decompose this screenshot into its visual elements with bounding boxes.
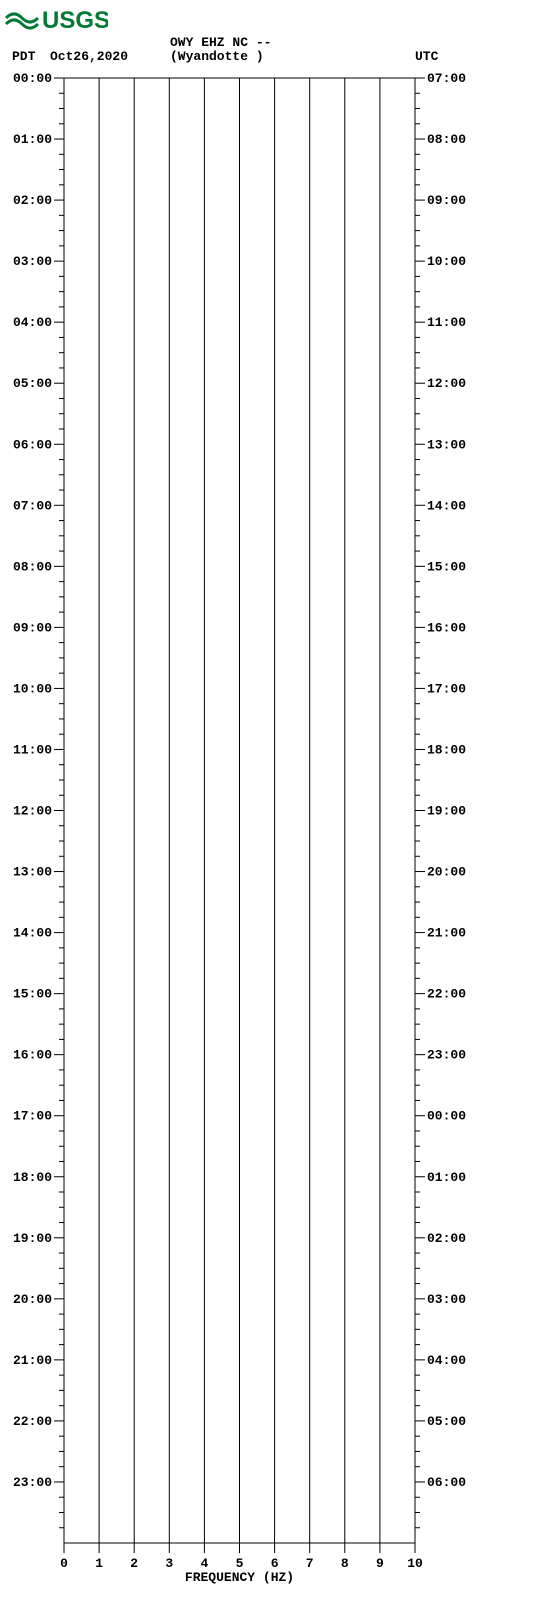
svg-text:03:00: 03:00 bbox=[13, 254, 52, 269]
svg-text:08:00: 08:00 bbox=[13, 559, 52, 574]
svg-text:10:00: 10:00 bbox=[13, 681, 52, 696]
logo-text: USGS bbox=[42, 7, 108, 34]
svg-text:02:00: 02:00 bbox=[13, 193, 52, 208]
svg-text:20:00: 20:00 bbox=[427, 865, 466, 880]
svg-text:17:00: 17:00 bbox=[427, 681, 466, 696]
svg-text:23:00: 23:00 bbox=[427, 1048, 466, 1063]
svg-text:19:00: 19:00 bbox=[13, 1231, 52, 1246]
svg-text:02:00: 02:00 bbox=[427, 1231, 466, 1246]
svg-text:16:00: 16:00 bbox=[13, 1048, 52, 1063]
svg-text:9: 9 bbox=[376, 1556, 384, 1571]
svg-text:06:00: 06:00 bbox=[13, 437, 52, 452]
svg-text:1: 1 bbox=[95, 1556, 103, 1571]
svg-text:22:00: 22:00 bbox=[427, 987, 466, 1002]
date-label: Oct26,2020 bbox=[50, 49, 128, 64]
svg-text:17:00: 17:00 bbox=[13, 1109, 52, 1124]
svg-text:03:00: 03:00 bbox=[427, 1292, 466, 1307]
svg-text:22:00: 22:00 bbox=[13, 1414, 52, 1429]
station-line2: (Wyandotte ) bbox=[170, 49, 264, 64]
svg-text:09:00: 09:00 bbox=[427, 193, 466, 208]
svg-text:07:00: 07:00 bbox=[13, 498, 52, 513]
station-line1: OWY EHZ NC -- bbox=[170, 35, 271, 50]
svg-text:FREQUENCY (HZ): FREQUENCY (HZ) bbox=[185, 1570, 294, 1585]
svg-text:06:00: 06:00 bbox=[427, 1475, 466, 1490]
svg-text:3: 3 bbox=[165, 1556, 173, 1571]
svg-text:18:00: 18:00 bbox=[13, 1170, 52, 1185]
svg-text:21:00: 21:00 bbox=[427, 926, 466, 941]
svg-text:10: 10 bbox=[407, 1556, 423, 1571]
svg-text:11:00: 11:00 bbox=[427, 315, 466, 330]
svg-text:7: 7 bbox=[306, 1556, 314, 1571]
svg-text:14:00: 14:00 bbox=[13, 926, 52, 941]
svg-text:19:00: 19:00 bbox=[427, 804, 466, 819]
svg-text:21:00: 21:00 bbox=[13, 1353, 52, 1368]
svg-text:23:00: 23:00 bbox=[13, 1475, 52, 1490]
usgs-logo: USGS bbox=[4, 4, 108, 34]
svg-text:5: 5 bbox=[236, 1556, 244, 1571]
svg-text:18:00: 18:00 bbox=[427, 742, 466, 757]
svg-text:00:00: 00:00 bbox=[13, 71, 52, 86]
svg-text:05:00: 05:00 bbox=[13, 376, 52, 391]
svg-text:2: 2 bbox=[130, 1556, 138, 1571]
svg-text:01:00: 01:00 bbox=[427, 1170, 466, 1185]
svg-text:12:00: 12:00 bbox=[427, 376, 466, 391]
svg-text:6: 6 bbox=[271, 1556, 279, 1571]
spectrogram-chart: 0 1 2 3 4 5 6 7 8 9 10 FREQUENCY (HZ) 00:00 01:00 02:0… bbox=[0, 68, 552, 1598]
svg-text:04:00: 04:00 bbox=[427, 1353, 466, 1368]
right-tz-label: UTC bbox=[415, 49, 438, 64]
svg-text:00:00: 00:00 bbox=[427, 1109, 466, 1124]
svg-text:12:00: 12:00 bbox=[13, 804, 52, 819]
svg-text:14:00: 14:00 bbox=[427, 498, 466, 513]
svg-text:8: 8 bbox=[341, 1556, 349, 1571]
svg-text:13:00: 13:00 bbox=[427, 437, 466, 452]
svg-text:09:00: 09:00 bbox=[13, 620, 52, 635]
left-tz-label: PDT bbox=[12, 49, 35, 64]
svg-text:01:00: 01:00 bbox=[13, 132, 52, 147]
svg-text:15:00: 15:00 bbox=[427, 559, 466, 574]
svg-text:08:00: 08:00 bbox=[427, 132, 466, 147]
svg-text:4: 4 bbox=[200, 1556, 208, 1571]
svg-text:0: 0 bbox=[60, 1556, 68, 1571]
svg-text:15:00: 15:00 bbox=[13, 987, 52, 1002]
svg-text:13:00: 13:00 bbox=[13, 865, 52, 880]
chart-header: PDT Oct26,2020 OWY EHZ NC -- (Wyandotte … bbox=[0, 34, 552, 68]
svg-text:20:00: 20:00 bbox=[13, 1292, 52, 1307]
svg-text:10:00: 10:00 bbox=[427, 254, 466, 269]
svg-text:16:00: 16:00 bbox=[427, 620, 466, 635]
svg-text:05:00: 05:00 bbox=[427, 1414, 466, 1429]
svg-text:04:00: 04:00 bbox=[13, 315, 52, 330]
svg-text:07:00: 07:00 bbox=[427, 71, 466, 86]
svg-text:11:00: 11:00 bbox=[13, 742, 52, 757]
